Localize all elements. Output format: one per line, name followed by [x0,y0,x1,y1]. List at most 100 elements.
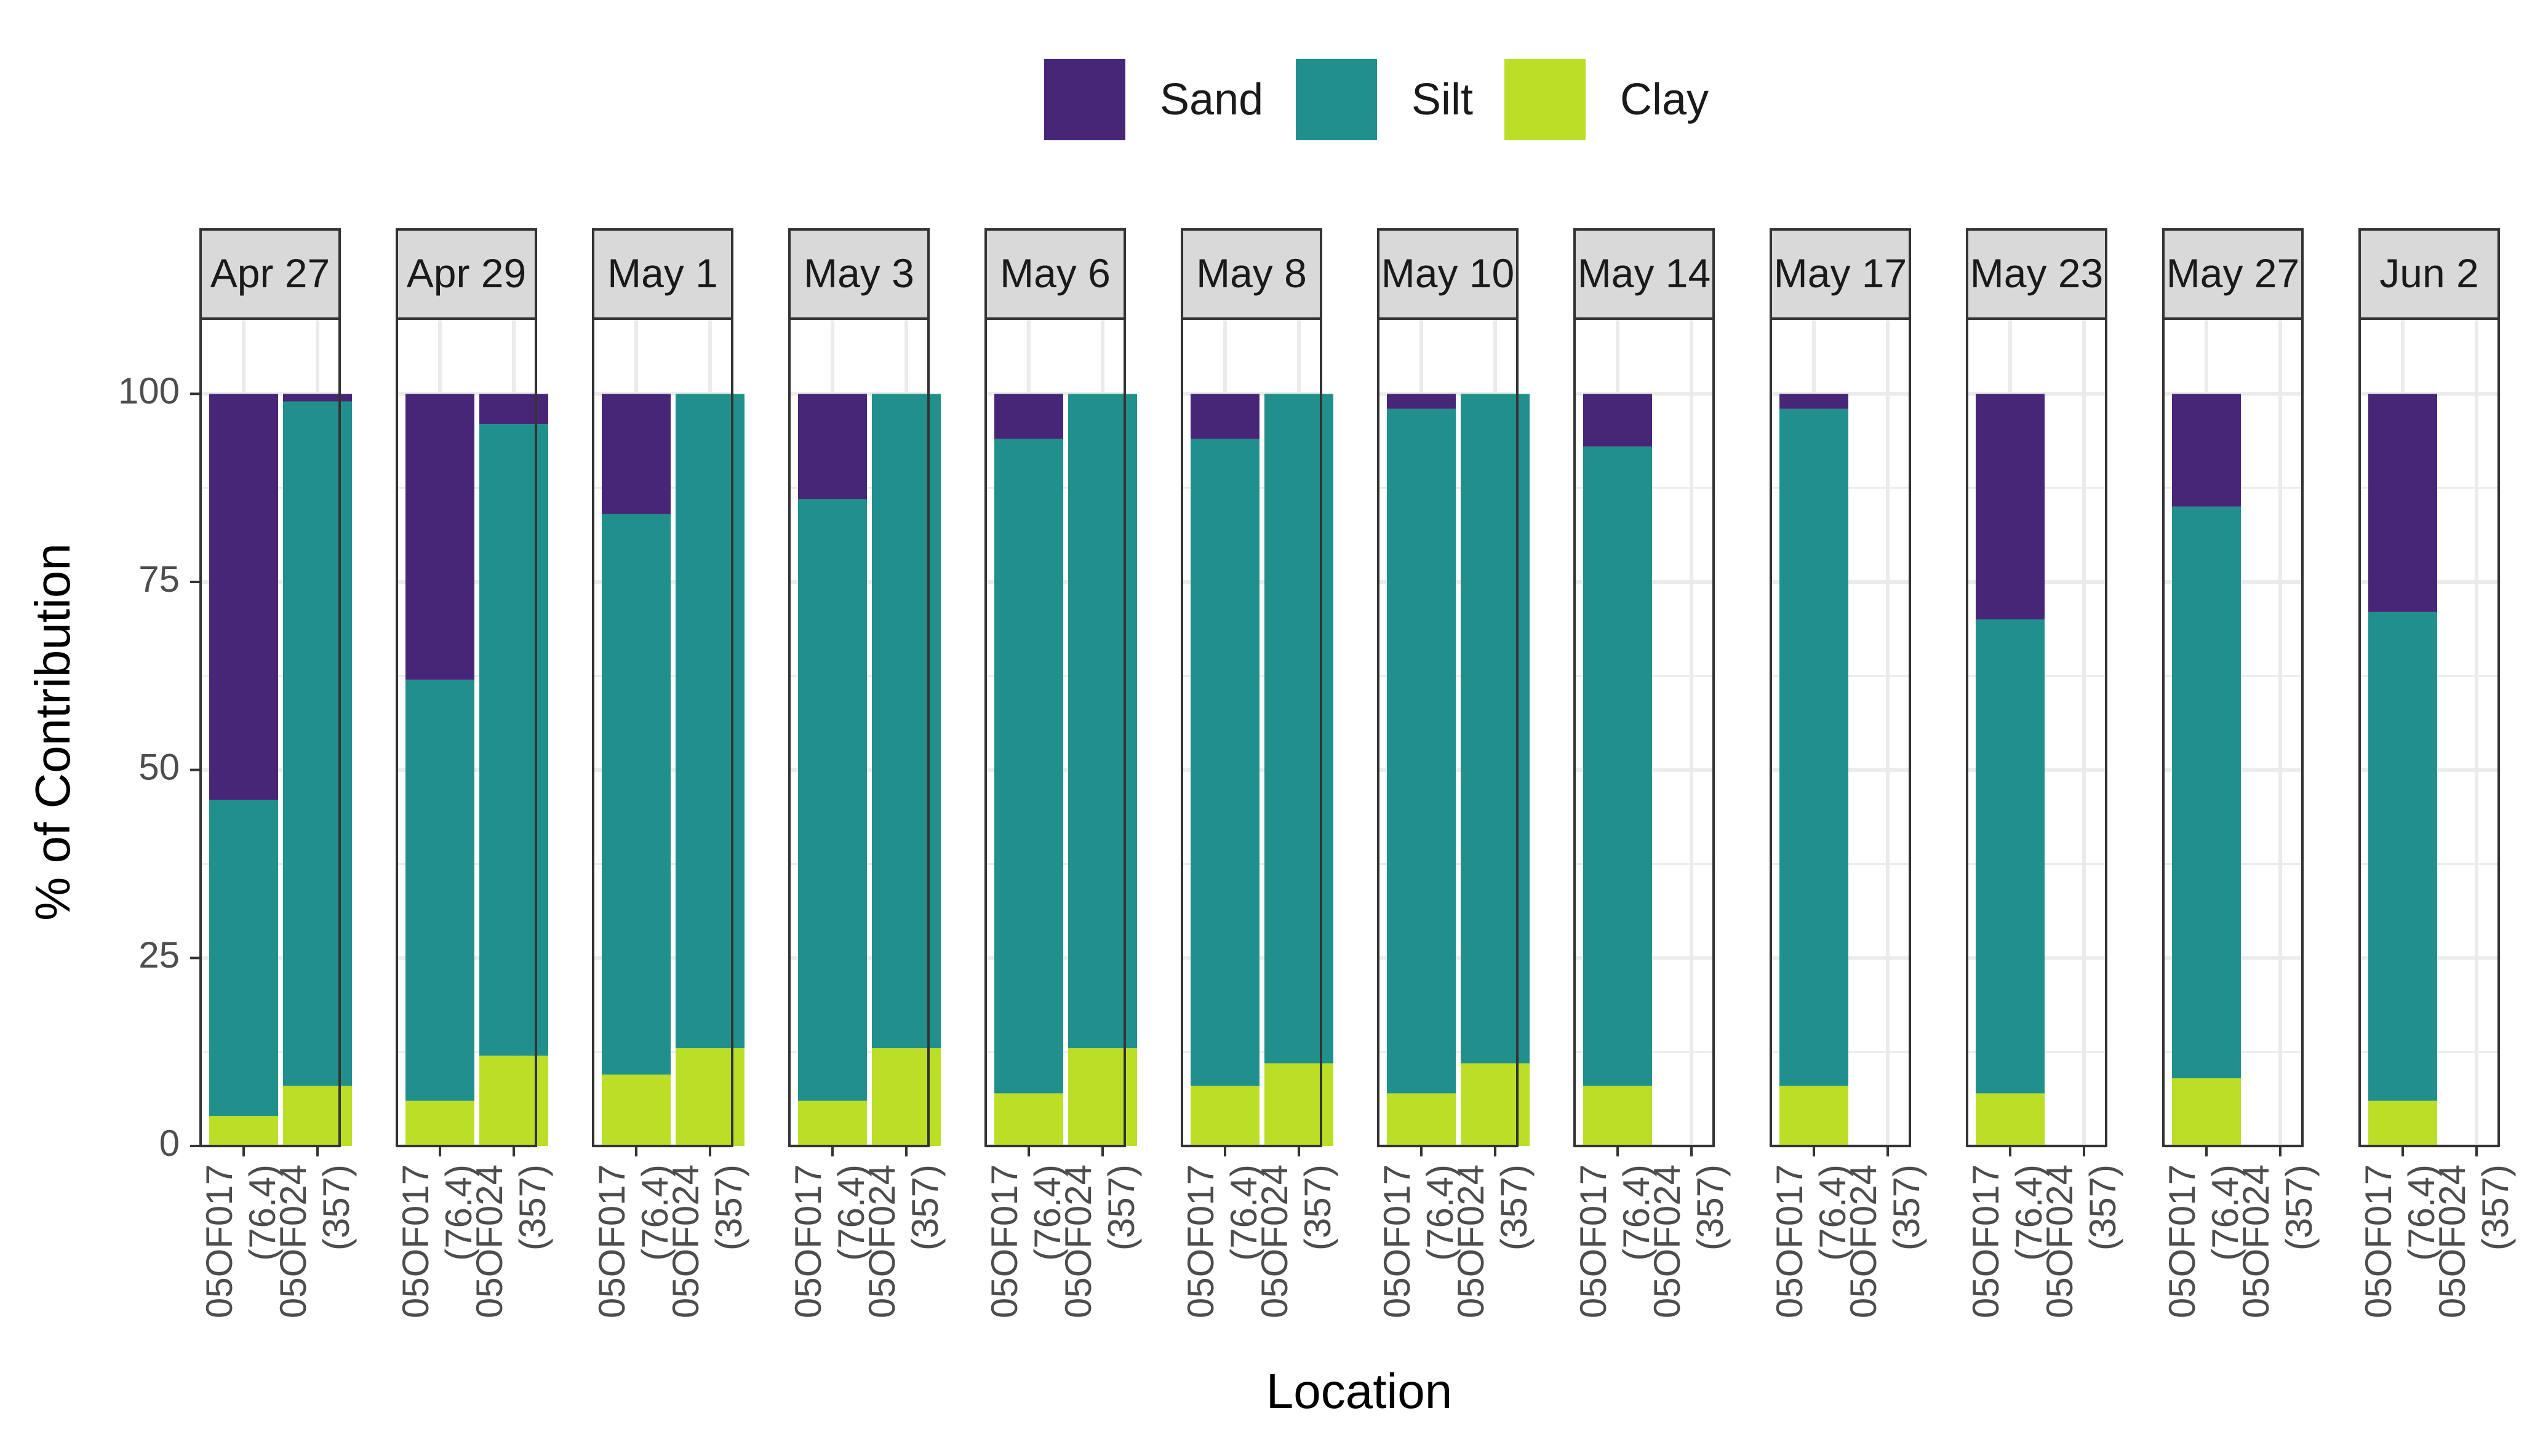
x-tick-label-line1: 05OF017 [984,1164,1025,1318]
x-tick-label-line2: (76.4) [2401,1164,2442,1261]
x-axis-title: Location [1266,1364,1452,1418]
x-tick-label-line2: (76.4) [2205,1164,2246,1261]
x-tick-label-line1: 05OF024 [1254,1164,1295,1318]
facet-label: May 6 [1000,250,1111,296]
y-tick-label: 0 [159,1123,180,1164]
bar-segment-silt [2172,506,2241,1078]
facet-label: May 1 [607,250,718,296]
legend-swatch-sand [1044,59,1125,140]
x-tick-label-line2: (76.4) [242,1164,283,1261]
x-tick-label-line2: (76.4) [438,1164,479,1261]
y-tick-label: 25 [138,934,180,976]
facet-strip [2358,228,2500,320]
y-tick-label: 100 [118,370,180,412]
facet-strip [984,228,1126,320]
x-tick-label-line1: 05OF017 [199,1164,240,1318]
x-tick-label-line2: (357) [2278,1164,2320,1251]
bar-segment-clay [1461,1063,1530,1146]
facet-label: Apr 27 [210,250,330,296]
x-tick-label-line2: (76.4) [634,1164,676,1261]
x-tick-label-line1: 05OF024 [2432,1164,2473,1318]
x-tick-label-line2: (76.4) [831,1164,872,1261]
x-tick-label-line1: 05OF017 [1180,1164,1221,1318]
bar-segment-sand [2368,394,2437,612]
y-tick-label: 75 [138,559,180,600]
facet-strip [1181,228,1322,320]
x-tick-label-line2: (357) [1101,1164,1142,1251]
x-tick-label-line1: 05OF017 [2162,1164,2203,1318]
bar-segment-silt [602,514,671,1075]
x-tick-label-line2: (76.4) [1616,1164,1657,1261]
facet-label: May 8 [1196,250,1307,296]
legend-label-clay: Clay [1620,75,1709,124]
y-axis-title: % of Contribution [25,543,80,921]
facet-label: May 23 [1970,250,2103,296]
x-tick-label-line2: (357) [1690,1164,1731,1251]
x-tick-label-line2: (357) [1297,1164,1338,1251]
facet-strip [199,228,341,320]
legend-label-sand: Sand [1160,75,1263,124]
bar-segment-sand [798,394,867,499]
x-tick-label-line2: (357) [904,1164,946,1251]
x-tick-label-line1: 05OF024 [861,1164,903,1318]
bar-segment-clay [994,1093,1063,1146]
y-tick-label: 50 [138,746,180,787]
bar-segment-clay [676,1048,745,1146]
x-tick-label-line1: 05OF017 [591,1164,633,1318]
x-tick-label-line1: 05OF024 [1647,1164,1688,1318]
bar-segment-sand [1583,394,1652,447]
bar-segment-clay [1387,1093,1456,1146]
x-tick-label-line2: (76.4) [1223,1164,1264,1261]
bar-segment-sand [1779,394,1848,409]
facet-strip [1770,228,1911,320]
bar-segment-silt [872,394,941,1049]
bar-segment-clay [2172,1078,2241,1146]
bar-segment-silt [1068,394,1137,1049]
bar-segment-silt [994,439,1063,1094]
x-tick-label-line2: (76.4) [1419,1164,1461,1261]
x-tick-label-line1: 05OF024 [273,1164,314,1318]
bar-segment-silt [1583,446,1652,1086]
x-tick-label-line1: 05OF024 [1058,1164,1099,1318]
bar-segment-clay [798,1100,867,1146]
x-tick-label-line1: 05OF017 [1769,1164,1810,1318]
x-tick-label-line1: 05OF017 [1376,1164,1418,1318]
bar-segment-clay [1191,1086,1260,1146]
bar-segment-silt [1461,394,1530,1064]
bar-segment-clay [283,1086,352,1146]
x-tick-label-line2: (76.4) [1812,1164,1853,1261]
x-tick-label-line2: (357) [512,1164,553,1251]
x-tick-label-line1: 05OF024 [2039,1164,2080,1318]
facet-label: May 27 [2166,250,2299,296]
bar-segment-silt [405,679,474,1101]
x-tick-label-line1: 05OF024 [665,1164,706,1318]
x-tick-label-line1: 05OF017 [788,1164,829,1318]
x-tick-label-line1: 05OF017 [1965,1164,2006,1318]
facet-strip [1966,228,2107,320]
facet-label: Apr 29 [407,250,526,296]
x-tick-label-line1: 05OF024 [1450,1164,1491,1318]
x-tick-label-line1: 05OF017 [395,1164,436,1318]
bar-segment-clay [872,1048,941,1146]
bar-segment-silt [1191,439,1260,1086]
bar-segment-silt [283,401,352,1086]
facet-strip [592,228,733,320]
bar-segment-silt [1387,408,1456,1094]
facet-label: May 10 [1381,250,1514,296]
x-tick-label-line2: (357) [1493,1164,1535,1251]
x-tick-label-line2: (357) [2475,1164,2516,1251]
x-tick-label-line1: 05OF024 [1843,1164,1884,1318]
bar-segment-sand [479,394,548,424]
bar-segment-silt [1779,408,1848,1086]
facet-label: May 3 [804,250,914,296]
bar-segment-silt [676,394,745,1049]
x-tick-label-line1: 05OF017 [2358,1164,2399,1318]
bar-segment-clay [479,1056,548,1146]
x-tick-label-line2: (357) [2082,1164,2123,1251]
bar-segment-sand [994,394,1063,439]
bar-segment-clay [209,1116,278,1146]
bar-segment-clay [1583,1086,1652,1146]
bar-segment-sand [1387,394,1456,409]
bar-segment-clay [1779,1086,1848,1146]
